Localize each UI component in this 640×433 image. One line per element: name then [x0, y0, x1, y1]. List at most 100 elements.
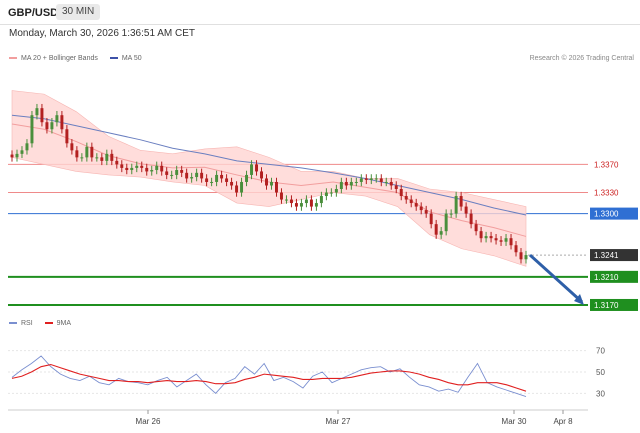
candle-body [479, 231, 483, 239]
candle-body [464, 206, 468, 214]
timeframe-badge[interactable]: 30 MIN [56, 4, 101, 20]
candle-body [255, 164, 259, 172]
candle-body [429, 213, 433, 225]
candle-body [140, 165, 144, 168]
candle-body [384, 181, 388, 183]
candle-body [80, 157, 84, 159]
candle-body [369, 178, 373, 180]
level-label-1.3210: 1.3210 [594, 273, 619, 282]
level-label-1.3370: 1.3370 [594, 160, 619, 169]
candle-body [200, 172, 204, 179]
ma50-swatch [109, 57, 118, 60]
candle-body [434, 224, 438, 235]
candle-body [484, 236, 488, 239]
candle-body [50, 122, 54, 130]
level-label-1.3170: 1.3170 [594, 301, 619, 310]
level-label-1.3300: 1.3300 [594, 210, 619, 219]
candle-body [145, 167, 149, 172]
candle-body [165, 171, 169, 175]
candle-body [220, 174, 224, 179]
candle-body [260, 171, 263, 179]
candle-body [10, 154, 14, 158]
x-label-2: Mar 30 [502, 417, 527, 426]
candle-body [125, 167, 129, 171]
candle-body [60, 115, 64, 130]
candle-body [459, 196, 463, 207]
candle-body [65, 129, 69, 144]
rsi-legend: RSI 9MA [9, 320, 81, 327]
level-tag-1.3370 [590, 158, 638, 171]
symbol-title: GBP/USD [8, 7, 59, 19]
candle-body [394, 185, 398, 189]
candle-body [374, 178, 378, 180]
candle-body [509, 238, 513, 246]
rsi-label: RSI [21, 320, 33, 327]
candle-body [210, 181, 214, 183]
candle-body [309, 199, 313, 207]
candle-body [474, 224, 478, 232]
ma20-label: MA 20 + Bollinger Bands [21, 55, 98, 62]
candle-body [160, 165, 164, 172]
candle-body [379, 178, 383, 182]
candle-body [40, 108, 44, 123]
level-tag-1.3241 [590, 249, 638, 262]
rsi-ma-swatch [44, 322, 53, 325]
candle-body [439, 231, 443, 235]
x-label-0: Mar 26 [136, 417, 161, 426]
candle-body [364, 178, 368, 180]
candle-body [20, 150, 24, 154]
candle-body [180, 170, 184, 173]
rsi-tick-50: 50 [596, 368, 605, 377]
rsi-tick-70: 70 [596, 347, 605, 356]
candle-body [230, 181, 234, 186]
candle-body [404, 196, 408, 200]
rsi-series-RSI [11, 355, 527, 397]
legend-item-9ma: 9MA [44, 320, 72, 327]
candle-body [150, 170, 154, 172]
candle-body [454, 196, 458, 214]
candle-body [284, 199, 288, 201]
header-divider [0, 24, 640, 25]
candle-body [240, 181, 244, 193]
x-label-1: Mar 27 [326, 417, 351, 426]
candle-body [444, 213, 448, 232]
rsi-series-9MA [11, 363, 527, 392]
candle-body [359, 178, 363, 182]
ma50-line [11, 114, 527, 216]
level-tag-1.3330 [590, 186, 638, 199]
level-label-1.3330: 1.3330 [594, 189, 619, 198]
bollinger-band [11, 90, 527, 267]
candle-body [25, 143, 29, 151]
rsi-ma-label: 9MA [56, 320, 72, 327]
candle-body [190, 177, 194, 179]
candle-body [115, 160, 119, 165]
candle-body [334, 189, 338, 193]
projection-arrowhead [574, 293, 584, 305]
rsi-swatch [9, 322, 17, 325]
ma20-line [11, 123, 527, 237]
candle-body [30, 115, 34, 144]
candle-body [70, 143, 74, 151]
candle-body [489, 236, 493, 239]
candle-body [524, 255, 528, 260]
top-bar: GBP/USD 30 MIN [0, 0, 640, 24]
candle-body [275, 181, 278, 193]
candle-body [449, 213, 453, 215]
legend-item-ma50: MA 50 [109, 55, 142, 62]
candle-body [424, 210, 428, 214]
x-label-3: Apr 8 [553, 417, 573, 426]
level-label-1.3241: 1.3241 [594, 251, 619, 260]
legend-item-rsi: RSI [9, 320, 33, 327]
candle-body [314, 203, 318, 207]
candle-body [279, 192, 283, 200]
level-tag-1.3300 [590, 207, 638, 220]
candle-body [100, 157, 104, 161]
candle-body [270, 181, 273, 186]
candle-body [175, 170, 179, 175]
candle-body [319, 196, 323, 204]
price-legend: MA 20 + Bollinger Bands MA 50 [9, 55, 152, 62]
candle-body [250, 164, 254, 175]
candle-body [55, 115, 59, 123]
rsi-tick-30: 30 [596, 389, 605, 398]
candle-body [265, 178, 268, 186]
